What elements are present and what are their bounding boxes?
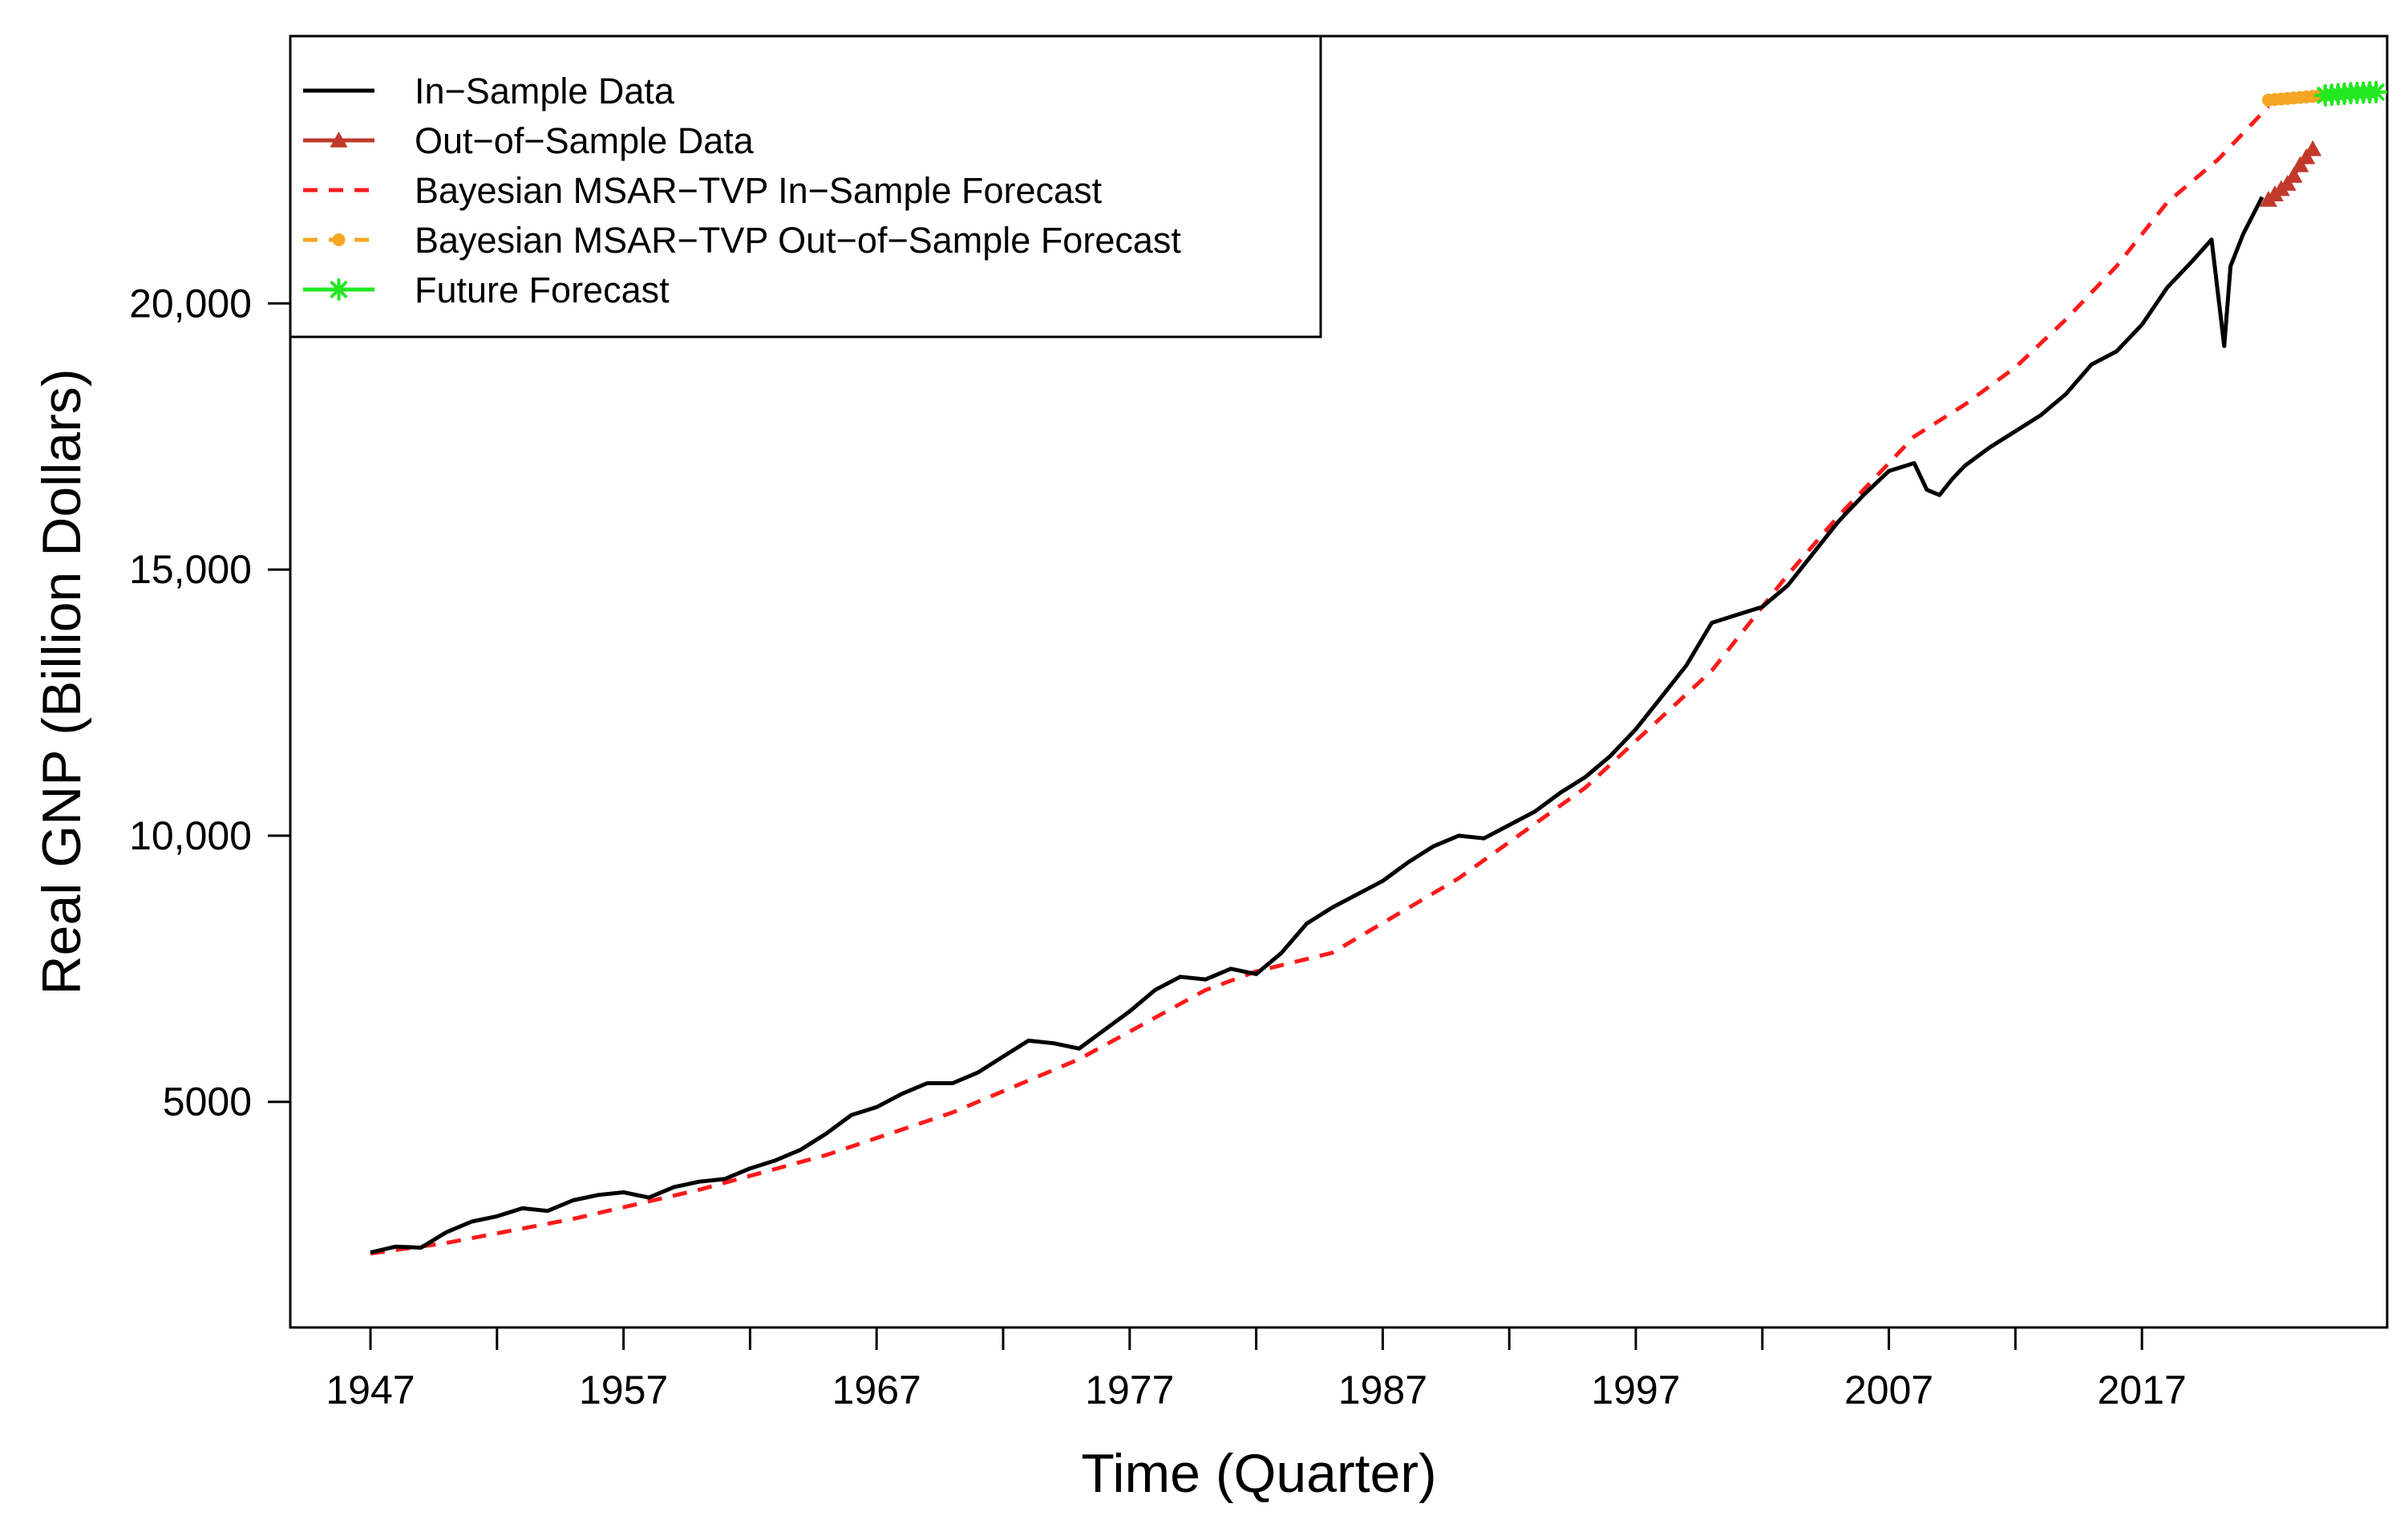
x-axis: 1947 1957 1967 1977 1987 1997 2007 2017 [326,1327,2187,1412]
series-out-of-sample-data-point [2291,156,2309,172]
legend-label: Bayesian MSAR−TVP Out−of−Sample Forecast [415,220,1181,261]
legend: In−Sample Data Out−of−Sample Data Bayesian… [289,34,1322,338]
star-stroke [2367,83,2385,101]
x-tick-label: 1957 [579,1368,668,1412]
series-layer [370,80,2388,1256]
legend-swatch-marker [332,233,346,246]
legend-label: Out−of−Sample Data [415,120,755,161]
legend-label: In−Sample Data [415,71,675,111]
series-out-of-sample-data-point [2278,174,2297,191]
x-tick-label: 1997 [1591,1368,1680,1412]
series-out-of-sample-data-point [2297,148,2316,164]
x-tick-label: 1947 [326,1368,415,1412]
y-axis: 5000 10,000 15,000 20,000 [129,281,290,1125]
series-future-forecast-point [2365,80,2388,103]
legend-swatch-marker [330,132,348,148]
legend-box [289,34,1322,338]
y-axis-title: Real GNP (Billion Dollars) [31,369,92,995]
legend-label: Bayesian MSAR−TVP In−Sample Forecast [415,170,1103,211]
series-bayesian-msar-tvp-in-sample-forecast-line [370,105,2270,1256]
x-tick-label: 1977 [1085,1368,1174,1412]
star-stroke [330,281,348,298]
x-tick-label: 2007 [1844,1368,1933,1412]
plot-frame [289,34,2389,1329]
x-tick-label: 1967 [832,1368,921,1412]
y-tick-label: 5000 [163,1080,252,1125]
series-out-of-sample-data-point [2304,140,2322,156]
series-in-sample-data-line [370,196,2264,1254]
legend-swatch-marker [327,278,350,301]
legend-label: Future Forecast [415,270,670,310]
y-tick-label: 20,000 [129,281,252,326]
x-axis-title: Time (Quarter) [1081,1443,1436,1504]
y-tick-label: 15,000 [129,547,252,592]
y-tick-label: 10,000 [129,813,252,858]
x-tick-label: 2017 [2098,1368,2187,1412]
series-out-of-sample-data-point [2285,167,2303,183]
x-tick-label: 1987 [1338,1368,1427,1412]
